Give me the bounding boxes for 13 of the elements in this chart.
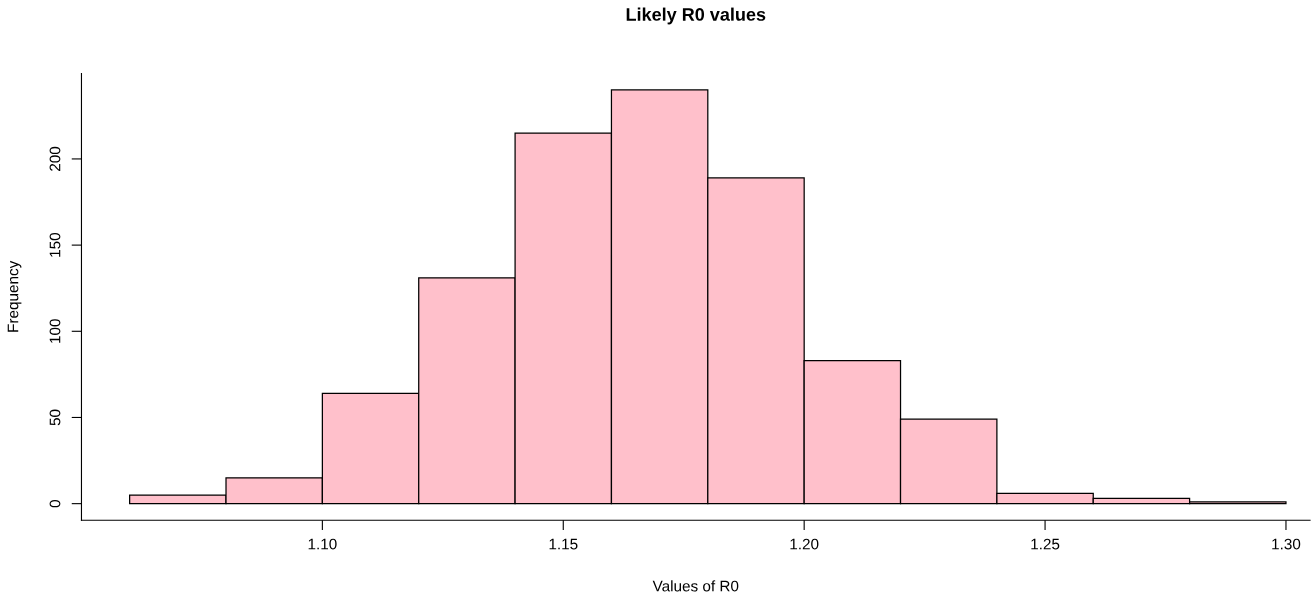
x-tick-label: 1.15 <box>549 538 578 550</box>
y-tick-label: 200 <box>49 146 61 171</box>
x-tick-label: 1.25 <box>1031 538 1060 550</box>
x-axis-title: Values of R0 <box>652 580 739 592</box>
y-axis-title: Frequency <box>7 260 22 332</box>
x-tick-label: 1.10 <box>308 538 337 550</box>
y-tick-label: 150 <box>49 232 61 257</box>
y-tick-label: 100 <box>49 319 61 343</box>
y-tick-label: 0 <box>49 500 61 508</box>
chart-title: Likely R0 values <box>626 7 766 25</box>
x-tick-label: 1.30 <box>1272 538 1301 550</box>
x-tick-label: 1.20 <box>790 538 819 550</box>
y-tick-label: 50 <box>49 409 61 426</box>
